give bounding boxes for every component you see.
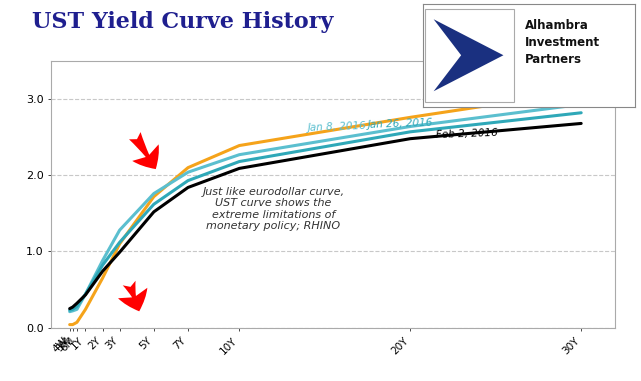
Text: UST Yield Curve History: UST Yield Curve History xyxy=(32,11,333,34)
Text: Alhambra
Investment
Partners: Alhambra Investment Partners xyxy=(524,19,600,66)
Text: Jan 26, 2016: Jan 26, 2016 xyxy=(367,117,433,130)
Text: Feb 2, 2016: Feb 2, 2016 xyxy=(436,128,498,140)
Bar xyxy=(425,9,514,101)
Text: Jan 8, 2016: Jan 8, 2016 xyxy=(308,120,367,133)
Text: July 6, 2015: July 6, 2015 xyxy=(428,93,489,107)
Polygon shape xyxy=(433,19,503,91)
Text: Just like eurodollar curve,
UST curve shows the
extreme limitations of
monetary : Just like eurodollar curve, UST curve sh… xyxy=(203,187,345,232)
